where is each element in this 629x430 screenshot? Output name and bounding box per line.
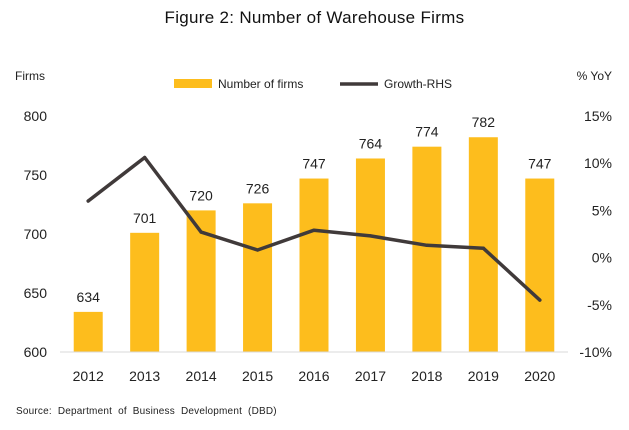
bar-2015	[243, 203, 273, 352]
y2-axis-title: % YoY	[577, 69, 612, 83]
y2-tick-label: 5%	[592, 202, 612, 218]
x-tick-label: 2017	[355, 368, 386, 384]
bar-2019	[468, 137, 498, 352]
growth-point-2015	[255, 248, 260, 252]
y-tick-label: 750	[24, 167, 48, 183]
x-tick-label: 2015	[242, 368, 273, 384]
legend-label-number-of-firms: Number of firms	[218, 77, 303, 91]
growth-point-2013	[143, 155, 147, 160]
y-axis-title: Firms	[15, 69, 45, 83]
source-note: Source: Department of Business Developme…	[16, 406, 277, 417]
bar-data-label: 774	[415, 124, 439, 140]
bar-data-label: 782	[472, 114, 496, 130]
x-tick-label: 2014	[186, 368, 217, 384]
bar-data-label: 747	[302, 156, 326, 172]
y-tick-label: 600	[24, 344, 48, 360]
legend-label-growth-rhs: Growth-RHS	[384, 77, 452, 91]
bar-2012	[73, 311, 103, 352]
y2-tick-label: 10%	[584, 155, 612, 171]
y-tick-label: 650	[24, 285, 48, 301]
growth-point-2012	[86, 199, 90, 203]
bar-2017	[355, 158, 385, 352]
x-tick-label: 2013	[129, 368, 160, 384]
growth-point-2016	[312, 228, 316, 232]
x-tick-label: 2019	[468, 368, 499, 384]
growth-point-2014	[199, 230, 203, 234]
x-tick-label: 2012	[73, 368, 104, 384]
growth-point-2018	[425, 243, 429, 247]
x-tick-label: 2018	[411, 368, 442, 384]
growth-point-2020	[538, 298, 542, 302]
y2-tick-label: -10%	[579, 344, 612, 360]
bar-2016	[299, 178, 329, 352]
bar-data-label: 701	[133, 210, 157, 226]
x-tick-label: 2020	[524, 368, 555, 384]
y2-tick-label: 15%	[584, 108, 612, 124]
x-tick-label: 2016	[298, 368, 329, 384]
bar-data-label: 764	[359, 135, 383, 151]
legend-swatch-number-of-firms	[174, 79, 212, 88]
bar-data-label: 720	[189, 187, 213, 203]
growth-point-2017	[368, 234, 373, 238]
y-tick-label: 700	[24, 226, 48, 242]
y2-tick-label: 0%	[592, 250, 612, 266]
chart-title: Figure 2: Number of Warehouse Firms	[164, 8, 465, 27]
y2-tick-label: -5%	[587, 297, 612, 313]
bar-2020	[525, 178, 555, 352]
bar-data-label: 634	[77, 289, 101, 305]
bar-data-label: 726	[246, 180, 270, 196]
bar-2018	[412, 146, 442, 352]
growth-point-2019	[481, 246, 485, 250]
y-tick-label: 800	[24, 108, 48, 124]
bar-data-label: 747	[528, 156, 552, 172]
bar-2013	[130, 232, 160, 352]
